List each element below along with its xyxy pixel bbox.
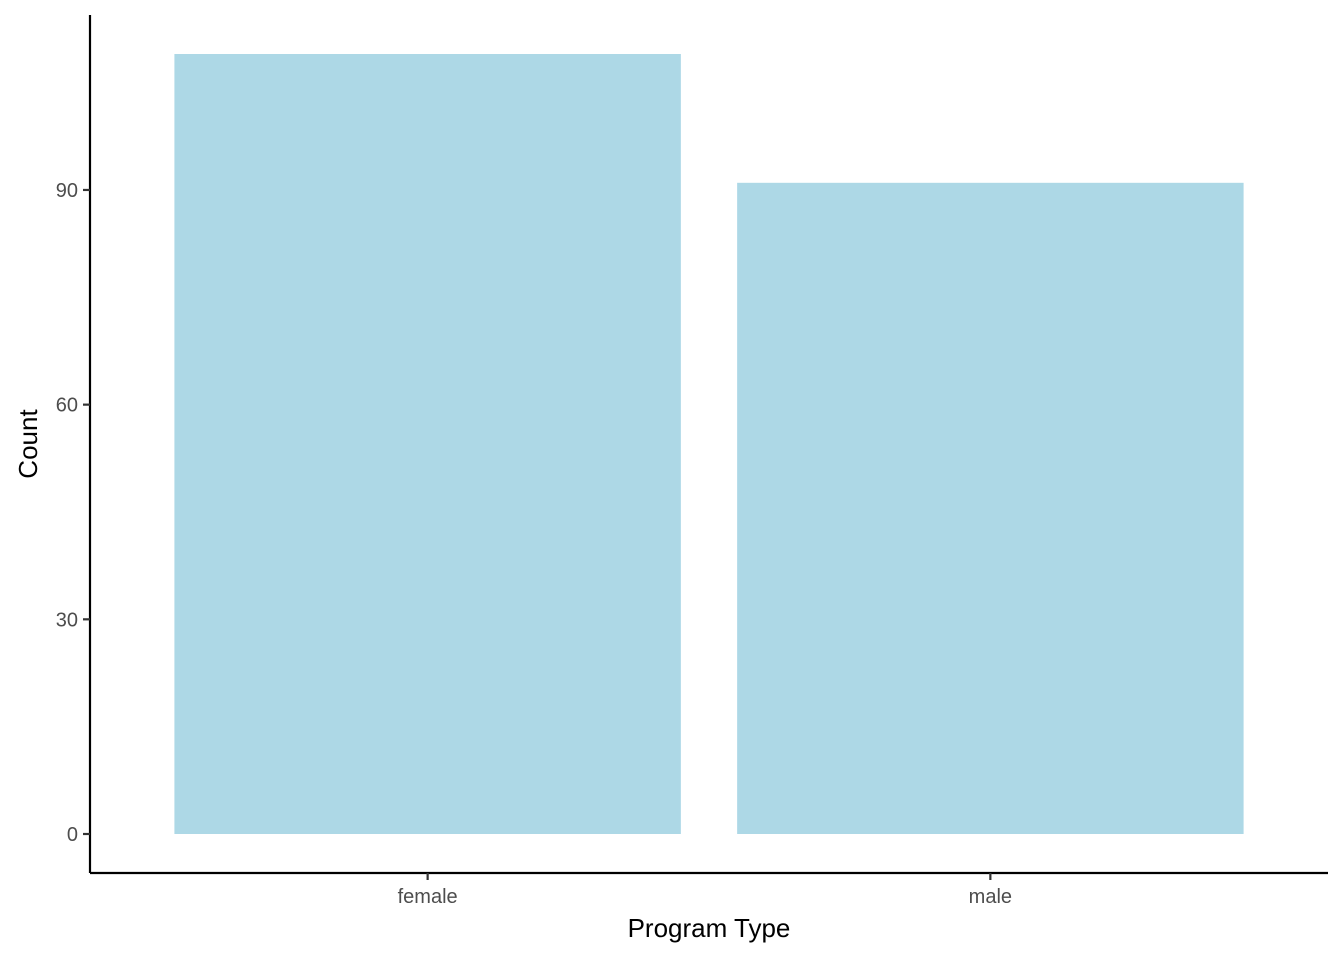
y-tick-label: 60: [56, 395, 78, 417]
x-tick-label-female: female: [398, 886, 458, 908]
y-axis-title: Count: [13, 409, 43, 479]
x-axis-title: Program Type: [628, 913, 791, 943]
y-tick-label: 90: [56, 180, 78, 202]
x-ticks-group: female male: [398, 873, 1012, 908]
y-tick-label: 30: [56, 609, 78, 631]
y-tick-label: 0: [67, 824, 78, 846]
bars-group: [174, 54, 1244, 834]
bar-female: [174, 54, 681, 834]
x-tick-label-male: male: [969, 886, 1012, 908]
y-ticks-group: 0 30 60 90: [56, 180, 90, 846]
bar-male: [737, 182, 1244, 834]
